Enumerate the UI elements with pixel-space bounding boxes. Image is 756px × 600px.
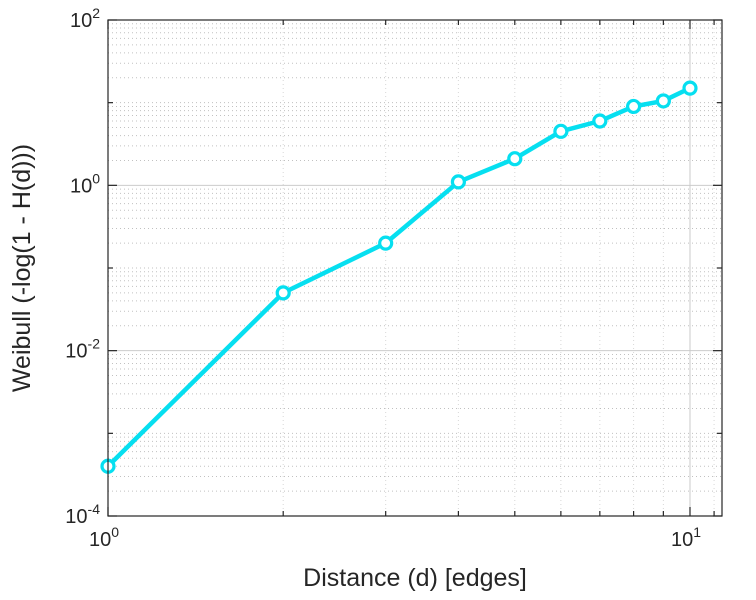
data-point-marker <box>507 151 523 167</box>
y-axis-label: Weibull (-log(1 - H(d))) <box>8 144 36 392</box>
axes-layer: 100 101 10-4 10-2 100 102 <box>65 5 723 551</box>
data-point-marker <box>378 235 394 251</box>
x-tick-label: 100 <box>89 524 119 551</box>
data-point-marker <box>275 285 291 301</box>
data-point-marker <box>625 98 642 115</box>
data-point-marker <box>682 80 698 96</box>
data-point-marker <box>592 113 608 129</box>
data-point-marker <box>553 123 569 139</box>
data-line <box>105 85 693 469</box>
y-tick-label: 100 <box>70 170 100 197</box>
x-axis-label: Distance (d) [edges] <box>303 564 527 592</box>
grid-layer <box>108 20 722 516</box>
data-point-marker <box>655 93 671 109</box>
y-tick-label: 102 <box>70 5 100 32</box>
y-tick-label: 10-2 <box>65 336 100 363</box>
x-tick-label: 101 <box>671 524 701 551</box>
data-point-marker <box>450 174 466 190</box>
y-tick-label: 10-4 <box>65 501 100 528</box>
series-layer <box>100 80 698 474</box>
